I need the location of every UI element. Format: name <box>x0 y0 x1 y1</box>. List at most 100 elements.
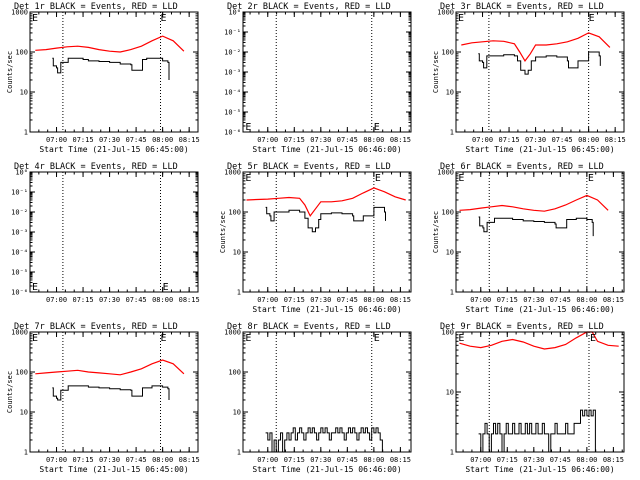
panel-title: Det 6r BLACK = Events, RED = LLD <box>440 162 604 172</box>
y-tick-label: 10 <box>233 249 241 257</box>
x-tick-label: 07:45 <box>337 296 358 304</box>
x-tick-label: 07:45 <box>550 456 571 464</box>
x-axis-label: Start Time (21-Jul-15 06:45:00) <box>39 465 188 474</box>
y-tick-label: 10⁰ <box>15 169 28 177</box>
x-tick-label: 07:45 <box>550 296 571 304</box>
y-tick-label: 1000 <box>437 9 454 17</box>
x-tick-label: 07:00 <box>46 136 67 144</box>
y-tick-label: 10 <box>446 389 454 397</box>
lld-rate-series <box>459 194 609 212</box>
y-axis-label: Counts/sec <box>6 51 14 93</box>
panel-title: Det 4r BLACK = Events, RED = LLD <box>14 162 178 172</box>
x-axis-label: Start Time (21-Jul-15 06:46:00) <box>252 145 401 154</box>
y-tick-label: 1 <box>450 289 454 297</box>
x-axis-label: Start Time (21-Jul-15 06:46:00) <box>252 305 401 314</box>
y-tick-label: 100 <box>441 329 454 337</box>
x-axis-label: Start Time (21-Jul-15 06:46:00) <box>252 465 401 474</box>
panel-det-2: Det 2r BLACK = Events, RED = LLD Start Ti… <box>224 2 412 154</box>
plot-frame <box>242 331 412 453</box>
panel-det-4: Det 4r BLACK = Events, RED = LLD 10⁻⁶ 10⁻⁵… <box>11 162 200 304</box>
plot-frame <box>29 331 199 453</box>
y-tick-label: 10 <box>446 89 454 97</box>
y-axis-label: Counts/sec <box>6 371 14 413</box>
y-tick-label: 10 <box>20 89 28 97</box>
x-tick-label: 08:15 <box>390 296 411 304</box>
x-tick-label: 08:15 <box>605 136 626 144</box>
x-tick-label: 07:15 <box>73 136 94 144</box>
x-tick-label: 07:30 <box>525 136 546 144</box>
panel-det-6: Det 6r BLACK = Events, RED = LLD Counts/s… <box>432 162 625 314</box>
x-axis-label: Start Time (21-Jul-15 06:46:00) <box>465 465 614 474</box>
x-axis-label: Start Time (21-Jul-15 06:45:00) <box>465 145 614 154</box>
y-tick-label: 100 <box>15 369 28 377</box>
eclipse-marker: E <box>160 333 166 344</box>
x-tick-label: 07:45 <box>126 296 147 304</box>
x-tick-label: 08:00 <box>152 456 173 464</box>
y-tick-label: 10⁻³ <box>224 69 241 77</box>
x-tick-label: 07:45 <box>337 136 358 144</box>
eclipse-marker: E <box>374 333 380 344</box>
eclipse-marker: E <box>458 333 464 344</box>
eclipse-marker: E <box>32 282 38 293</box>
y-tick-label: 100 <box>15 49 28 57</box>
plot-frame <box>455 171 625 293</box>
x-tick-label: 08:15 <box>179 456 200 464</box>
y-tick-label: 1 <box>237 289 241 297</box>
plot-frame <box>29 171 199 293</box>
eclipse-marker: E <box>245 333 251 344</box>
y-tick-label: 1000 <box>224 169 241 177</box>
y-tick-label: 10 <box>446 249 454 257</box>
panel-title: Det 5r BLACK = Events, RED = LLD <box>227 162 391 172</box>
panel-title: Det 8r BLACK = Events, RED = LLD <box>227 322 391 332</box>
x-tick-label: 07:15 <box>73 456 94 464</box>
plot-frame <box>242 171 412 293</box>
x-tick-label: 07:15 <box>284 136 305 144</box>
x-tick-label: 08:00 <box>363 296 384 304</box>
x-tick-label: 07:00 <box>470 296 491 304</box>
x-tick-label: 08:00 <box>578 136 599 144</box>
eclipse-marker: E <box>32 333 38 344</box>
x-tick-label: 07:30 <box>99 296 120 304</box>
events-rate-series <box>478 409 596 453</box>
x-tick-label: 07:45 <box>126 136 147 144</box>
x-tick-label: 08:00 <box>363 136 384 144</box>
panel-det-8: Det 8r BLACK = Events, RED = LLD Start Ti… <box>224 322 412 474</box>
x-tick-label: 07:30 <box>310 136 331 144</box>
lld-rate-series <box>35 359 185 376</box>
events-rate-series <box>52 385 170 401</box>
panel-title: Det 2r BLACK = Events, RED = LLD <box>227 2 391 12</box>
x-tick-label: 07:15 <box>497 296 518 304</box>
eclipse-marker: E <box>160 13 166 24</box>
events-rate-series <box>265 206 386 233</box>
x-tick-label: 07:45 <box>337 456 358 464</box>
panel-det-5: Det 5r BLACK = Events, RED = LLD Counts/s… <box>219 162 412 314</box>
y-tick-label: 100 <box>441 49 454 57</box>
y-tick-label: 10⁻⁵ <box>224 109 241 117</box>
y-tick-label: 1000 <box>11 329 28 337</box>
x-tick-label: 07:00 <box>257 456 278 464</box>
panel-det-7: Det 7r BLACK = Events, RED = LLD Counts/s… <box>6 322 200 474</box>
x-tick-label: 07:15 <box>499 136 520 144</box>
y-tick-label: 10 <box>233 409 241 417</box>
x-tick-label: 08:00 <box>152 136 173 144</box>
x-tick-label: 08:00 <box>576 296 597 304</box>
x-tick-label: 07:30 <box>99 136 120 144</box>
y-tick-label: 10⁻⁶ <box>224 129 241 137</box>
eclipse-marker: E <box>245 173 251 184</box>
y-tick-label: 10⁻² <box>11 209 28 217</box>
y-tick-label: 1 <box>450 129 454 137</box>
plot-frame <box>455 331 625 453</box>
y-axis-label: Counts/sec <box>219 211 227 253</box>
plot-frame <box>455 11 625 133</box>
y-tick-label: 10⁻³ <box>11 229 28 237</box>
panel-det-9: Det 9r BLACK = Events, RED = LLD Start Ti… <box>440 322 625 474</box>
plot-frame <box>29 11 199 133</box>
y-tick-label: 100 <box>441 209 454 217</box>
x-tick-label: 07:30 <box>310 296 331 304</box>
x-tick-label: 08:15 <box>390 136 411 144</box>
eclipse-marker: E <box>589 13 595 24</box>
eclipse-marker: E <box>458 13 464 24</box>
events-rate-series <box>52 57 170 80</box>
panel-title: Det 3r BLACK = Events, RED = LLD <box>440 2 604 12</box>
y-tick-label: 100 <box>228 209 241 217</box>
